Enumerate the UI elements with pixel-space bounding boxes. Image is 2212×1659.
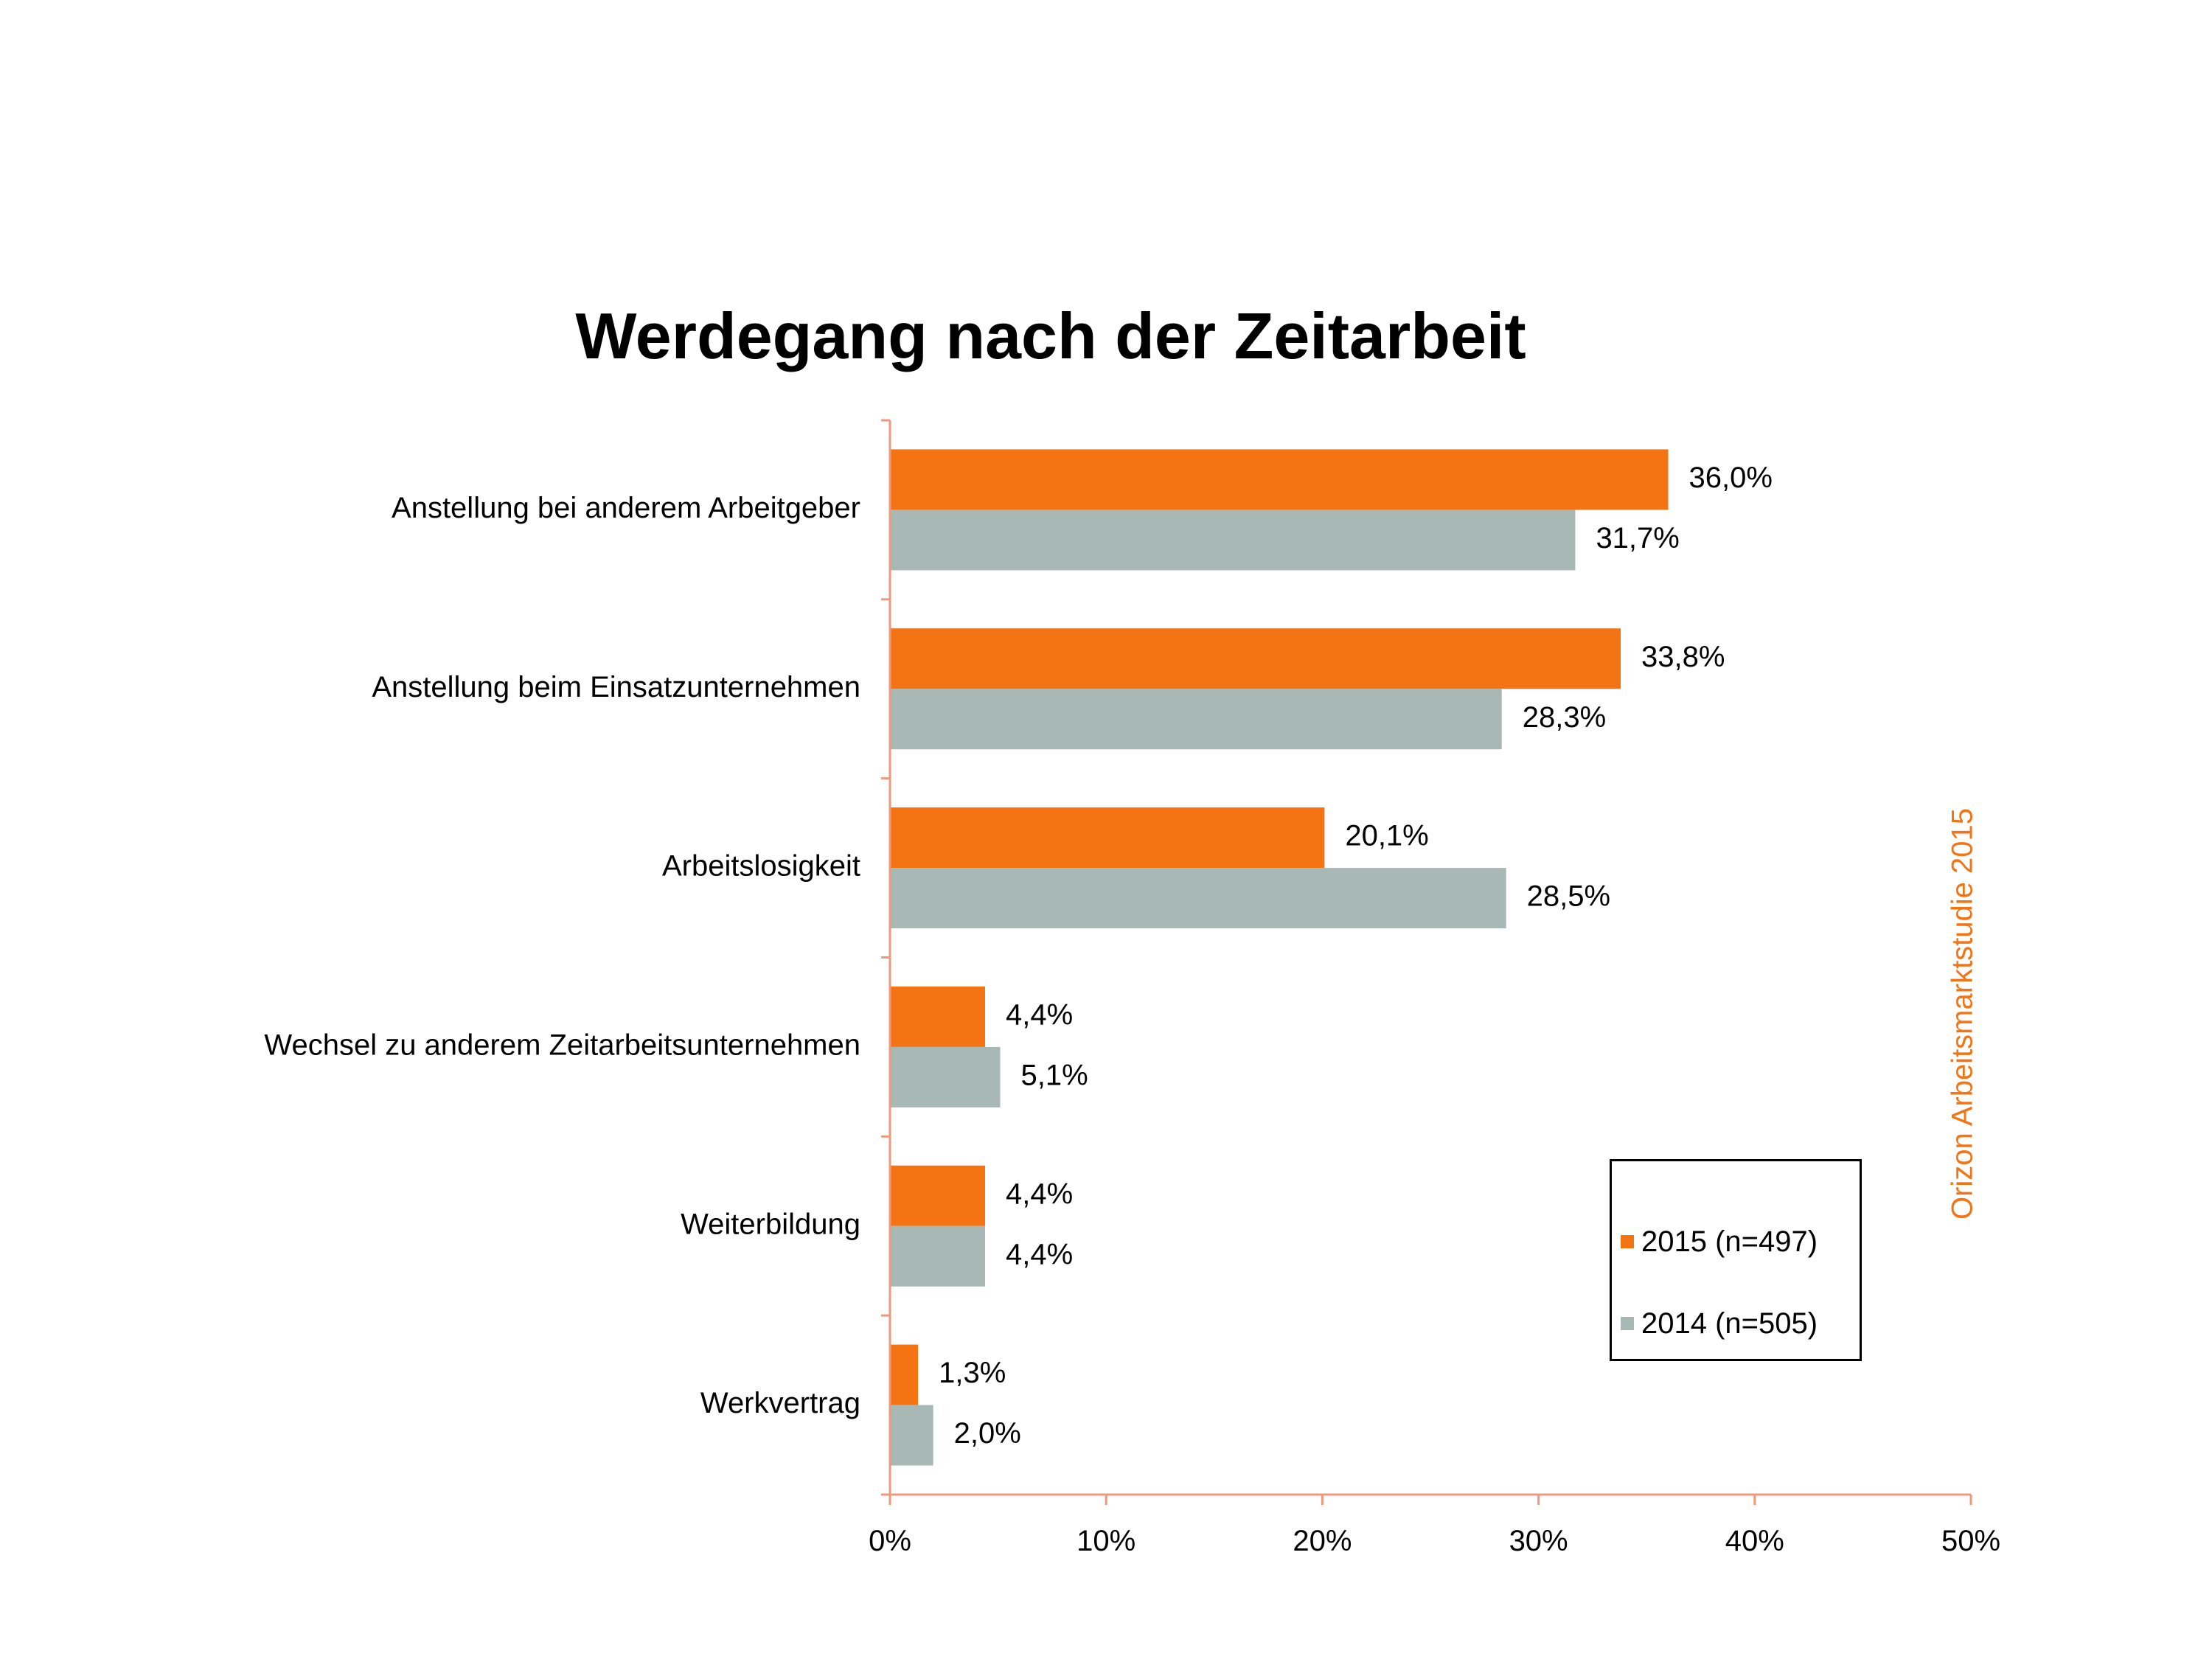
bar-2015: [890, 986, 986, 1047]
data-label: 33,8%: [1641, 641, 1725, 673]
legend-item-2014: 2014 (n=505): [1621, 1305, 1818, 1342]
bar-2015: [890, 807, 1325, 869]
legend-label-2015: 2015 (n=497): [1641, 1225, 1818, 1258]
category-label: Wechsel zu anderem Zeitarbeitsunternehme…: [264, 1029, 860, 1061]
x-tick-label: 40%: [1725, 1525, 1784, 1557]
legend-label-2014: 2014 (n=505): [1641, 1307, 1818, 1340]
data-label: 4,4%: [1006, 1178, 1073, 1210]
data-label: 4,4%: [1006, 1238, 1073, 1270]
data-label: 28,5%: [1527, 880, 1610, 913]
chart-title: Werdegang nach der Zeitarbeit: [575, 299, 1526, 372]
legend-item-2015: 2015 (n=497): [1621, 1223, 1818, 1260]
category-label: Anstellung beim Einsatzunternehmen: [372, 671, 860, 703]
axis-layer: [881, 419, 1972, 1505]
x-tick-label: 30%: [1509, 1525, 1568, 1557]
data-label: 20,1%: [1345, 820, 1428, 852]
category-label: Weiterbildung: [681, 1208, 860, 1240]
bar-2014: [890, 1405, 933, 1466]
legend-swatch-2014: [1621, 1317, 1634, 1330]
data-label: 36,0%: [1689, 462, 1773, 494]
x-tick-label: 50%: [1941, 1525, 2000, 1557]
bar-2015: [890, 628, 1621, 689]
x-tick-label: 10%: [1077, 1525, 1135, 1557]
bar-2014: [890, 509, 1576, 571]
bar-2015: [890, 1165, 986, 1226]
bar-2014: [890, 689, 1502, 750]
data-label: 4,4%: [1006, 998, 1073, 1031]
legend-swatch-2015: [1621, 1235, 1634, 1248]
x-tick-label: 20%: [1293, 1525, 1352, 1557]
bar-2015: [890, 449, 1669, 510]
tick-labels-layer: 0% 10% 20% 30% 40% 50%: [869, 1525, 2000, 1557]
bars-layer: [890, 449, 1669, 1466]
category-label: Werkvertrag: [700, 1387, 860, 1419]
bar-2015: [890, 1344, 919, 1405]
source-credit: Orizon Arbeitsmarktstudie 2015: [1946, 807, 1979, 1220]
bar-2014: [890, 1046, 1001, 1107]
legend: 2015 (n=497) 2014 (n=505): [1610, 1159, 1862, 1361]
bar-2014: [890, 1225, 986, 1287]
category-labels-layer: Anstellung bei anderem Arbeitgeber Anstel…: [264, 492, 860, 1419]
data-label: 1,3%: [939, 1357, 1006, 1389]
bar-2014: [890, 868, 1506, 929]
data-label: 28,3%: [1523, 701, 1606, 734]
x-tick-label: 0%: [869, 1525, 911, 1557]
category-label: Arbeitslosigkeit: [662, 850, 860, 883]
data-label: 2,0%: [954, 1417, 1021, 1450]
data-label: 5,1%: [1021, 1059, 1088, 1091]
category-label: Anstellung bei anderem Arbeitgeber: [392, 492, 860, 524]
value-labels-layer: 36,0% 31,7% 33,8% 28,3% 20,1% 28,5% 4,4% 5,1% 4,…: [939, 462, 1773, 1450]
data-label: 31,7%: [1596, 522, 1679, 554]
